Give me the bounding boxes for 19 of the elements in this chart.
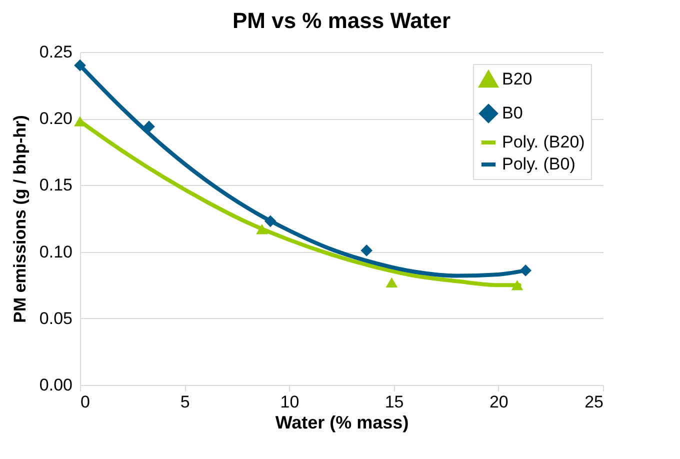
y-tick-label: 0.10 <box>39 242 72 262</box>
chart-title: PM vs % mass Water <box>232 8 451 33</box>
x-axis-title: Water (% mass) <box>275 412 409 432</box>
legend-label: Poly. (B20) <box>502 132 585 152</box>
x-tick-label: 0 <box>80 392 90 412</box>
y-tick-label: 0.00 <box>39 376 72 394</box>
x-tick-label: 10 <box>280 392 300 412</box>
legend-label: Poly. (B0) <box>502 154 576 174</box>
x-tick-label: 5 <box>180 392 190 412</box>
legend-label: B20 <box>502 70 532 88</box>
x-tick-label: 25 <box>584 392 604 412</box>
legend-label: B0 <box>502 104 523 122</box>
y-tick-label: 0.25 <box>39 42 72 62</box>
x-tick-label: 20 <box>489 392 508 412</box>
y-axis-title: PM emissions (g / bhp-hr) <box>10 115 30 323</box>
y-tick-label: 0.20 <box>39 109 72 128</box>
y-tick-label: 0.15 <box>39 176 72 195</box>
y-tick-label: 0.05 <box>39 308 72 328</box>
x-tick-label: 15 <box>384 392 404 412</box>
